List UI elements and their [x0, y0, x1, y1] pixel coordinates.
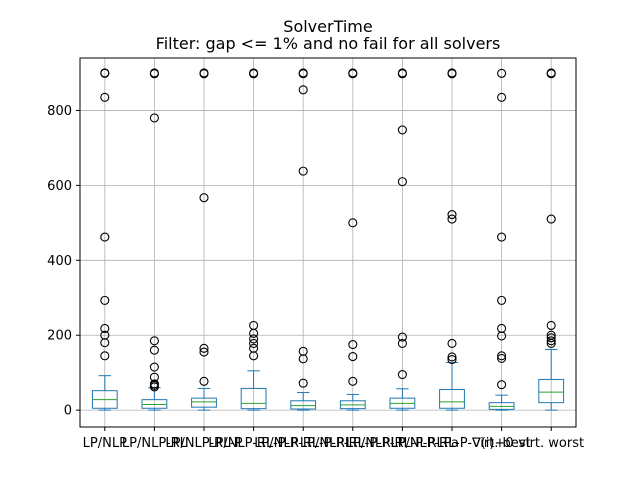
outlier-point — [447, 355, 457, 365]
outlier-point — [249, 334, 259, 344]
box-series-item — [488, 68, 515, 411]
outlier-point — [546, 320, 556, 331]
outlier-point — [149, 379, 159, 389]
outlier-point — [497, 92, 507, 102]
outlier-point — [298, 346, 308, 356]
outlier-point — [149, 372, 159, 382]
x-tick-label: virt. worst — [518, 436, 584, 451]
box-series-item — [290, 68, 317, 411]
outlier-point — [249, 343, 259, 353]
outlier-point — [100, 92, 110, 102]
outlier-point — [100, 68, 110, 78]
box-series-item — [339, 68, 366, 411]
outlier-point — [100, 323, 110, 334]
outlier-point — [348, 218, 358, 228]
outlier-point — [397, 177, 407, 187]
outlier-point — [497, 232, 507, 242]
outlier-point — [199, 347, 209, 357]
iqr-box — [290, 400, 317, 410]
outlier-point — [149, 336, 159, 346]
outlier-point — [199, 376, 209, 386]
iqr-box — [240, 387, 267, 410]
outlier-point — [497, 353, 507, 363]
outlier-point — [447, 352, 457, 362]
y-tick-label: 600 — [47, 179, 72, 194]
y-tick-label: 800 — [47, 104, 72, 119]
outlier-point — [497, 380, 507, 390]
outlier-point — [199, 193, 209, 203]
y-tick-label: 0 — [64, 404, 72, 419]
x-tick-label: LP/NLP — [83, 436, 127, 451]
outlier-point — [546, 68, 556, 78]
outlier-point — [249, 320, 259, 331]
x-tick-label: LP/NLP-RL-P-RLP — [300, 436, 406, 451]
outlier-point — [546, 336, 556, 346]
box-series-item — [439, 68, 465, 411]
chart-subtitle: Filter: gap <= 1% and no fail for all so… — [156, 34, 501, 53]
outlier-point — [546, 333, 556, 343]
outlier-point — [497, 323, 507, 334]
outlier-point — [397, 332, 407, 342]
x-tick-label: LP/NLP-RL-P-R — [208, 436, 299, 451]
outlier-point — [298, 166, 308, 176]
outlier-point — [249, 338, 259, 349]
outlier-point — [149, 68, 159, 78]
outlier-point — [546, 214, 556, 224]
outlier-point — [298, 378, 308, 388]
plot-area-frame — [79, 57, 577, 428]
box-series-item — [538, 68, 565, 411]
outlier-point — [348, 340, 358, 350]
box-series-item — [389, 68, 416, 411]
iqr-box — [439, 389, 465, 409]
outlier-point — [149, 345, 159, 355]
outlier-point — [199, 68, 209, 78]
box-series-item — [141, 68, 168, 411]
outlier-point — [348, 376, 358, 386]
outlier-point — [397, 338, 407, 349]
x-tick-label: LP/NLP-RL — [122, 436, 188, 451]
outlier-point — [497, 68, 507, 78]
outlier-point — [149, 362, 159, 372]
iqr-box — [191, 397, 217, 408]
box-series-item — [91, 68, 118, 411]
outlier-point — [397, 68, 407, 78]
outlier-point — [447, 338, 457, 349]
x-tick-label: LP/NLP-RL-P-RLPa — [346, 436, 459, 451]
outlier-point — [100, 295, 110, 305]
chart-title: SolverTime — [283, 17, 372, 36]
outlier-point — [447, 68, 457, 78]
outlier-point — [447, 214, 457, 224]
outlier-point — [397, 370, 407, 380]
iqr-box — [141, 399, 168, 409]
outlier-point — [497, 351, 507, 361]
x-tick-label: LP/NLP-RL-P — [165, 436, 242, 451]
iqr-box — [538, 378, 565, 404]
x-tick-label: LP/NLP-RL-P-∇(i)+0 — [390, 436, 513, 451]
outlier-point — [100, 330, 110, 340]
outlier-point — [348, 352, 358, 362]
outlier-point — [397, 125, 407, 135]
x-axis: LP/NLPLP/NLP-RLLP/NLP-RL-PLP/NLP-RL-P-RL… — [83, 427, 584, 451]
outlier-point — [298, 68, 308, 78]
outlier-point — [249, 68, 259, 78]
outlier-point — [546, 330, 556, 340]
y-tick-label: 200 — [47, 329, 72, 344]
outlier-point — [149, 113, 159, 123]
box-series-item — [240, 68, 267, 411]
boxes-layer — [91, 68, 565, 411]
outlier-point — [348, 68, 358, 78]
outlier-point — [447, 210, 457, 220]
outlier-point — [497, 295, 507, 305]
outlier-point — [298, 85, 308, 95]
outlier-point — [100, 232, 110, 242]
x-tick-label: LP/NLP-RL-P-RL — [254, 436, 353, 451]
y-tick-label: 400 — [47, 254, 72, 269]
box-series-item — [191, 68, 217, 411]
outlier-point — [100, 351, 110, 361]
y-axis: 0 200 400 600 800 — [47, 104, 80, 419]
x-tick-label: virt. best — [473, 436, 531, 451]
outlier-point — [199, 343, 209, 353]
